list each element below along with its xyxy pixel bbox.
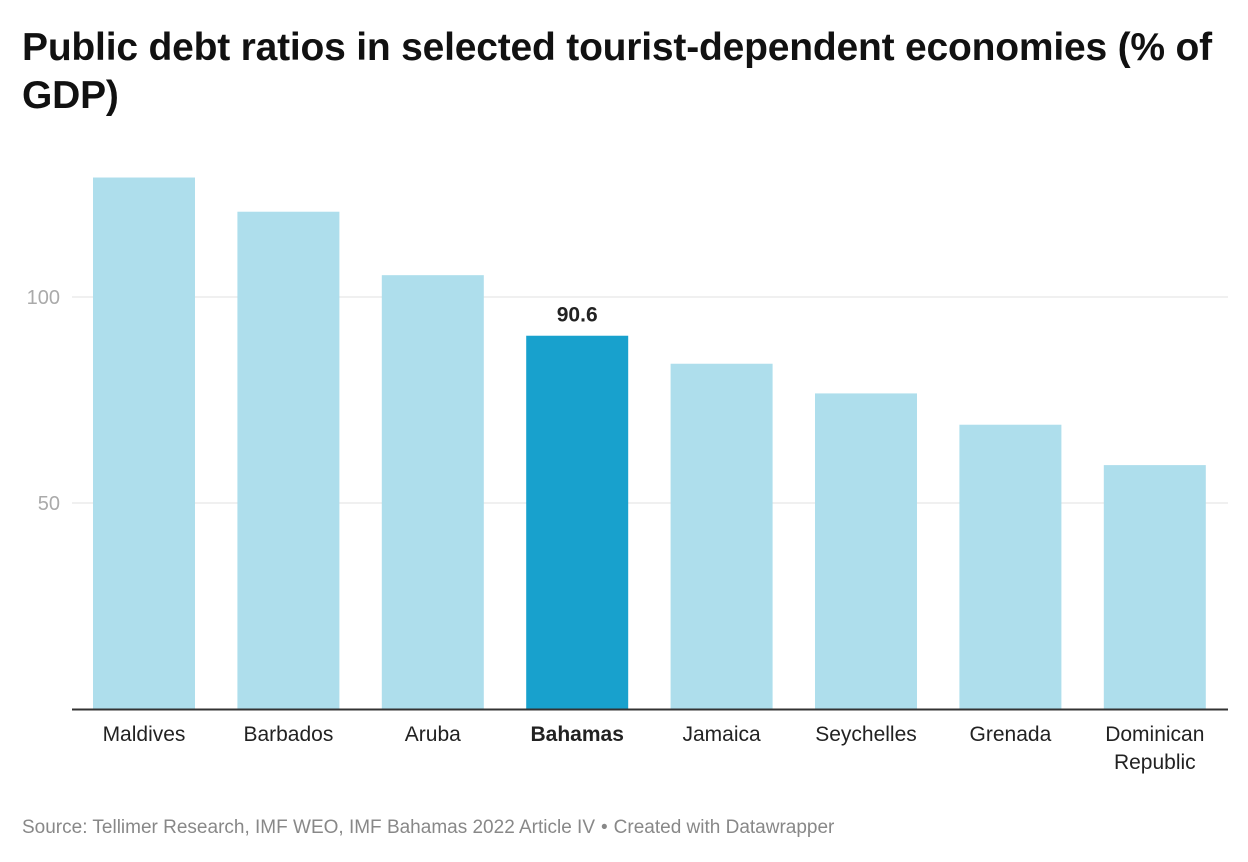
bar-seychelles (815, 393, 917, 709)
bar-dominican-republic (1103, 465, 1206, 709)
x-tick-label: Jamaica (682, 723, 761, 746)
y-tick-label: 100 (27, 287, 60, 309)
bars (93, 177, 1206, 709)
datawrapper-credit: Created with Datawrapper (613, 817, 835, 838)
data-labels: 90.6 (557, 304, 598, 327)
bar-maldives (93, 177, 195, 709)
x-tick-label: Barbados (243, 723, 333, 746)
bar-aruba (381, 275, 484, 709)
source-footer: Source: Tellimer Research, IMF WEO, IMF … (22, 817, 834, 839)
y-tick-label: 50 (38, 493, 60, 515)
chart-title: Public debt ratios in selected tourist-d… (22, 26, 1212, 117)
bar-barbados (237, 211, 340, 709)
source-text: Source: Tellimer Research, IMF WEO, IMF … (22, 817, 596, 838)
bar-bahamas (526, 335, 629, 709)
x-tick-label: Dominican Republic (1105, 723, 1204, 774)
bar-chart: 50 100 90.6 Maldives Barbados Aruba Bahamas J… (27, 177, 1228, 774)
x-tick-label: Grenada (970, 723, 1052, 746)
x-tick-label: Aruba (405, 723, 461, 746)
x-axis-tick-labels: Maldives Barbados Aruba Bahamas Jamaica Seych… (103, 723, 1205, 774)
x-tick-label: Maldives (103, 723, 186, 746)
bar-jamaica (670, 363, 773, 709)
source-separator: • (601, 817, 608, 838)
x-tick-label: Seychelles (815, 723, 917, 746)
x-tick-label: Bahamas (531, 723, 624, 746)
bar-grenada (959, 424, 1062, 709)
data-label: 90.6 (557, 304, 598, 327)
